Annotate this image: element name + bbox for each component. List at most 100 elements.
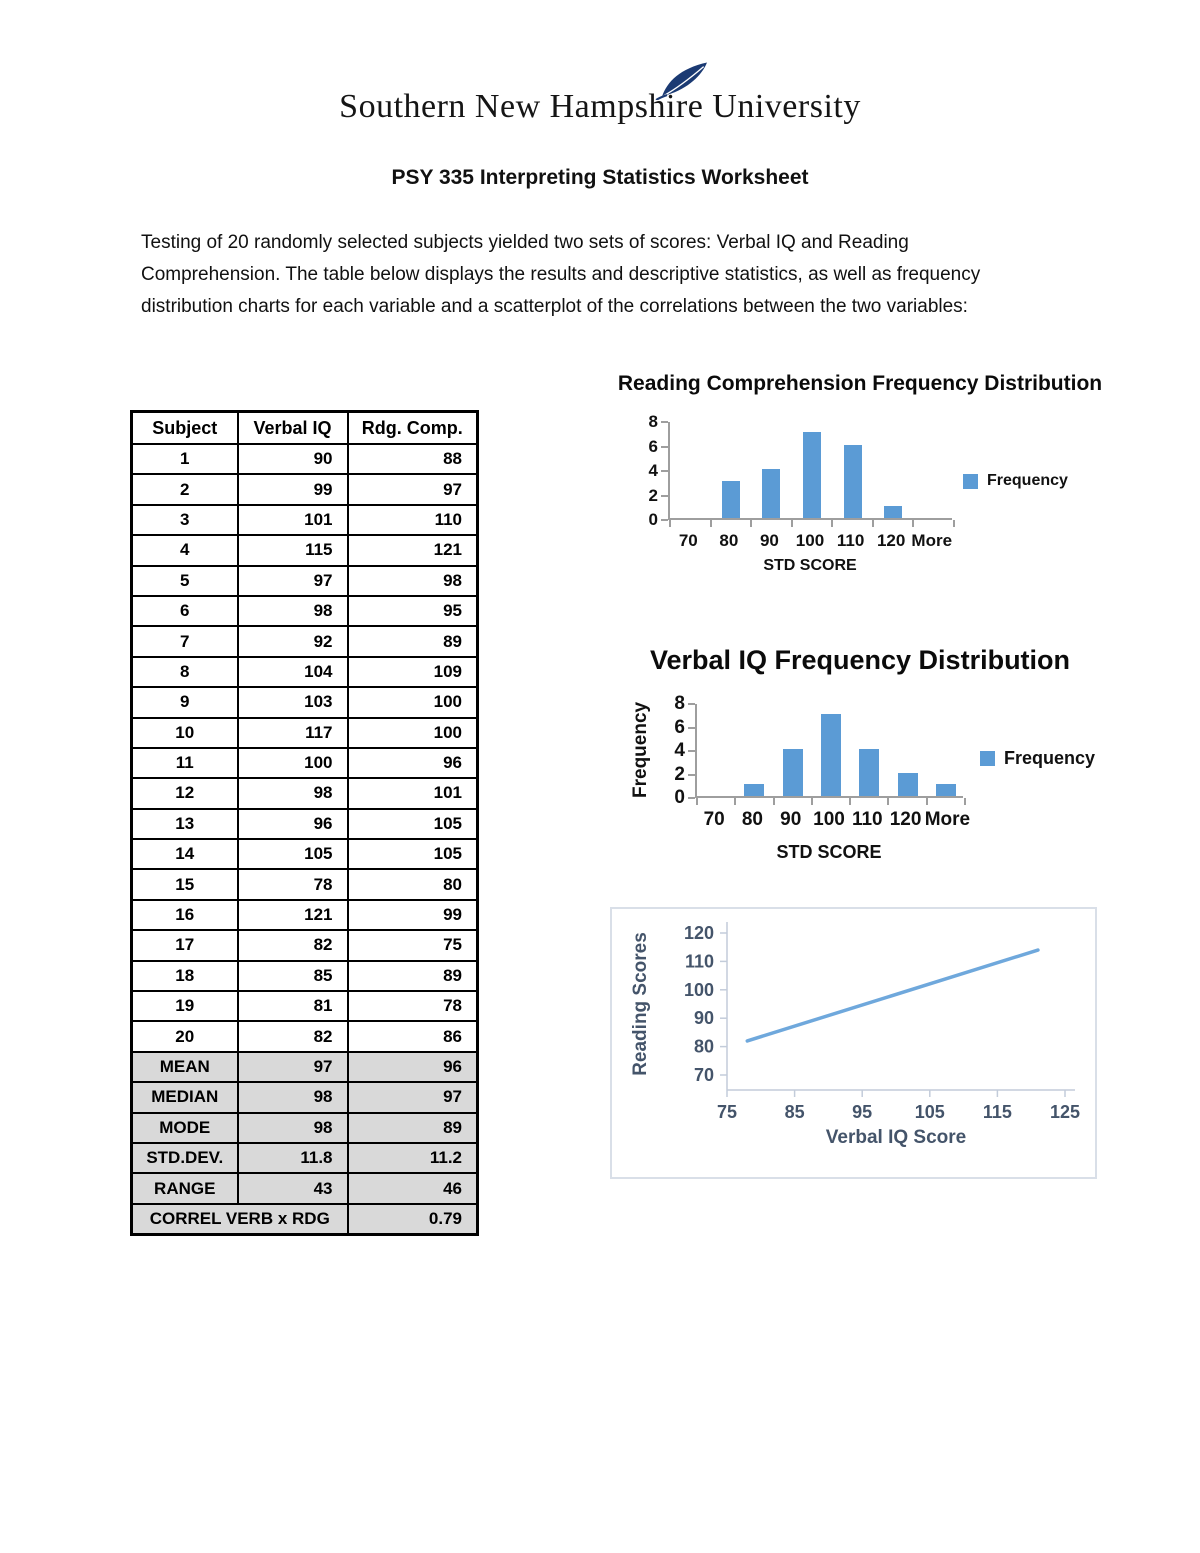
- y-axis-title: Frequency: [630, 701, 651, 798]
- table-row: 19 81 78: [130, 990, 479, 1023]
- x-tick-mark: [871, 520, 874, 527]
- y-tick-label: 80: [694, 1037, 714, 1057]
- rdg-comp-cell: 121: [346, 534, 479, 567]
- table-row: 7 92 89: [130, 625, 479, 658]
- stat-rdg-cell: 97: [346, 1081, 479, 1114]
- rdg-comp-cell: 105: [346, 838, 479, 871]
- subject-cell: 3: [130, 503, 239, 537]
- y-tick-mark: [661, 519, 668, 521]
- subject-cell: 2: [130, 473, 239, 506]
- table-row: 3 101 110: [130, 503, 479, 537]
- bar-100: [803, 432, 821, 518]
- plot-area: [688, 703, 966, 805]
- rdg-comp-cell: 86: [346, 1020, 479, 1053]
- verbal-iq-cell: 121: [236, 898, 349, 932]
- table-row: 14 105 105: [130, 838, 479, 871]
- subject-cell: 8: [130, 655, 239, 689]
- table-row: 8 104 109: [130, 655, 479, 689]
- page-title: PSY 335 Interpreting Statistics Workshee…: [391, 166, 809, 189]
- legend-swatch: [963, 473, 978, 489]
- rdg-comp-cell: 96: [346, 746, 479, 780]
- x-tick-label: 115: [983, 1102, 1012, 1122]
- table-row: 6 98 95: [130, 594, 479, 628]
- verbal-iq-cell: 85: [236, 959, 349, 993]
- y-tick-label: 6: [648, 436, 658, 456]
- subject-cell: 9: [130, 686, 239, 719]
- y-tick-mark: [688, 773, 695, 776]
- subject-cell: 14: [130, 838, 239, 871]
- y-tick-label: 2: [648, 485, 658, 505]
- bar-110: [859, 749, 880, 796]
- y-tick-label: 4: [648, 461, 658, 480]
- correlation-scatter-chart: 70 80 90 100 110 120 75 85 95 105 115 125 Reading Sc…: [610, 907, 1097, 1179]
- verbal-iq-cell: 99: [236, 473, 349, 506]
- verbal-iq-cell: 96: [236, 807, 349, 841]
- x-tick-label: 100: [813, 809, 845, 830]
- y-tick-label: 2: [674, 763, 685, 785]
- verbal-iq-cell: 90: [236, 442, 349, 476]
- bar-100: [821, 713, 841, 796]
- stat-verbal-cell: 43: [236, 1172, 349, 1205]
- x-tick-label: 85: [785, 1102, 805, 1122]
- x-tick-mark: [669, 520, 671, 527]
- y-tick-label: 90: [694, 1008, 714, 1028]
- rdg-comp-cell: 95: [346, 594, 479, 628]
- leaf-icon: [655, 62, 707, 100]
- stat-verbal-cell: 11.8: [236, 1141, 349, 1175]
- y-tick-label: 70: [694, 1065, 714, 1085]
- y-tick-mark: [688, 703, 695, 705]
- x-tick-label: 125: [1050, 1102, 1080, 1122]
- x-tick-mark: [849, 798, 852, 805]
- x-tick-label: 120: [876, 531, 906, 550]
- bar-80: [744, 784, 765, 796]
- verbal-iq-cell: 101: [236, 503, 349, 537]
- verbal-iq-frequency-chart: Verbal IQ Frequency Distribution Frequen…: [600, 645, 1120, 887]
- x-tick-label: 120: [889, 809, 922, 830]
- verbal-iq-cell: 92: [236, 625, 349, 658]
- chart-title: Reading Comprehension Frequency Distribu…: [617, 372, 1103, 395]
- bar-120: [897, 772, 918, 796]
- university-logo-text: Southern New Hampshire University: [339, 62, 861, 126]
- table-row: 1 90 88: [130, 442, 479, 476]
- y-tick-label: 8: [674, 693, 685, 714]
- bar-120: [884, 505, 903, 518]
- rdg-comp-cell: 89: [346, 959, 479, 993]
- subject-cell: 10: [130, 716, 239, 749]
- stats-row: MEAN 97 96: [130, 1050, 479, 1084]
- legend: Frequency: [963, 472, 1068, 490]
- subject-cell: 5: [130, 564, 239, 597]
- correl-value-cell: 0.79: [346, 1202, 479, 1236]
- stat-rdg-cell: 11.2: [346, 1141, 479, 1175]
- x-tick-label: 70: [678, 531, 698, 550]
- subject-cell: 6: [130, 594, 239, 628]
- x-tick-label: 80: [741, 809, 763, 830]
- verbal-iq-cell: 98: [236, 594, 349, 628]
- x-tick-mark: [709, 520, 712, 527]
- stat-label-cell: MODE: [130, 1111, 239, 1144]
- y-tick-label: 8: [648, 412, 658, 431]
- subject-cell: 11: [130, 746, 239, 780]
- x-tick-label: 90: [780, 809, 802, 830]
- stat-verbal-cell: 98: [236, 1081, 349, 1114]
- trend-line: [745, 948, 1040, 1043]
- stats-row: MEDIAN 98 97: [130, 1081, 479, 1114]
- university-logo: Southern New Hampshire University: [0, 62, 1200, 126]
- subject-cell: 1: [130, 442, 239, 476]
- table-row: 11 100 96: [130, 746, 479, 780]
- rdg-comp-cell: 99: [346, 898, 479, 932]
- x-tick-label: 95: [852, 1102, 872, 1122]
- header-subject: Subject: [130, 410, 239, 445]
- verbal-iq-cell: 81: [236, 990, 349, 1023]
- y-tick-mark: [661, 445, 668, 448]
- y-tick-mark: [688, 750, 695, 752]
- verbal-iq-cell: 104: [236, 655, 349, 689]
- bar-90: [782, 749, 803, 796]
- stat-label-cell: MEDIAN: [130, 1081, 239, 1114]
- stat-label-cell: STD.DEV.: [130, 1141, 239, 1175]
- x-tick-mark: [790, 520, 793, 527]
- x-tick-mark: [953, 520, 955, 527]
- table-row: 4 115 121: [130, 534, 479, 567]
- rdg-comp-cell: 80: [346, 868, 479, 901]
- table-row: 13 96 105: [130, 807, 479, 841]
